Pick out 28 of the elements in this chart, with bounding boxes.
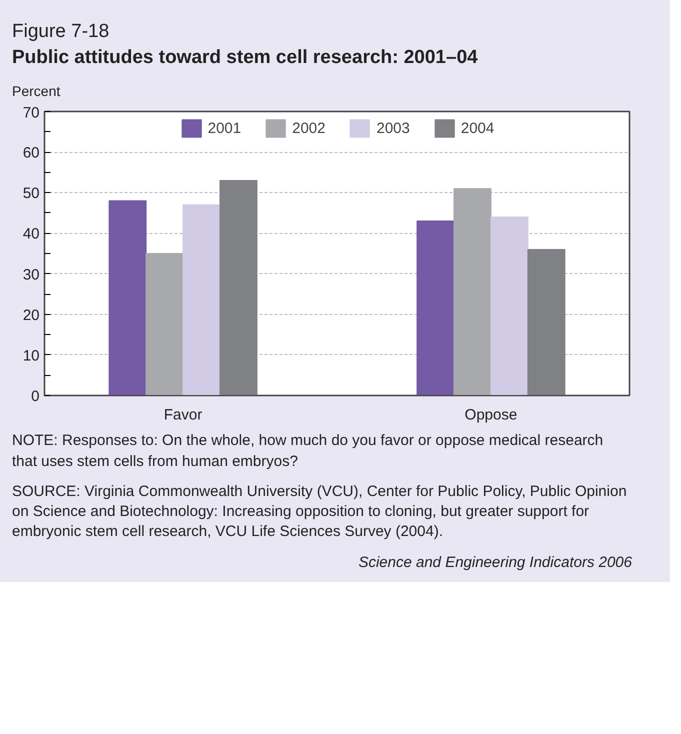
y-axis-title: Percent [12,82,60,102]
bar [220,180,258,396]
y-tick-label: 20 [22,307,40,324]
bar [527,249,566,396]
y-tick-label: 0 [31,388,40,406]
y-tick-label: 40 [22,226,40,243]
bar [108,200,147,396]
x-tick-label: Favor [164,406,202,424]
legend-label: 2002 [292,120,326,137]
bar [146,253,184,396]
y-tick-label: 10 [22,348,40,365]
chart-subtitle: Public attitudes toward stem cell research: 2001–04 [12,46,478,70]
x-tick-label: Oppose [464,406,518,424]
bar [182,204,220,396]
legend-label: 2001 [208,120,242,137]
y-tick-label: 70 [22,104,40,122]
y-tick-label: 60 [22,144,40,162]
y-tick-label: 50 [22,185,40,202]
text: NOTE: Responses to: On the whole, how much do you favor or oppose medical research that uses stem cells from human embryos? [12,431,604,472]
legend-label: 2003 [376,120,410,137]
bar [454,188,492,396]
text: Science and Engineering Indicators 2006 [358,552,632,573]
bar [416,220,454,396]
y-tick-label: 30 [22,266,40,284]
chart-title: Figure 7-18 [12,20,110,44]
source-note: SOURCE: Virginia Commonwealth University (VCU), Center for Public Policy, Public Opinion on Science and Biotechnology: Increasing opposition to cloning, but greater support for embryonic stem cell research, VCU Life Sciences Survey (2004). [12,482,628,542]
legend-label: 2004 [460,120,494,137]
bar [490,216,528,396]
